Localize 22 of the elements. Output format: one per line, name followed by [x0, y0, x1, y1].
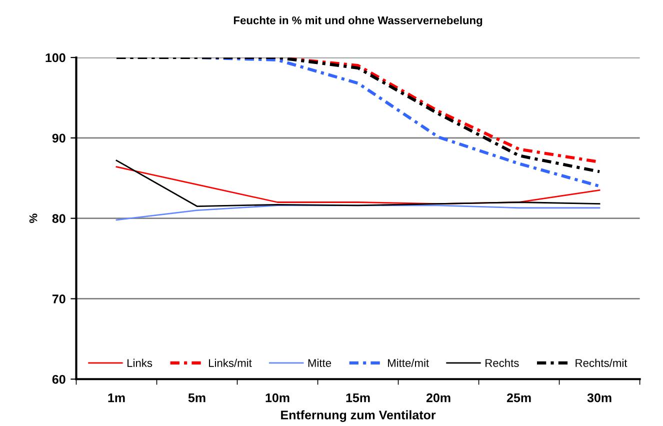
x-tick-label: 25m — [506, 393, 531, 402]
y-axis-title: % — [29, 214, 38, 223]
line-series — [116, 160, 600, 207]
x-tick-label: 30m — [587, 393, 612, 402]
x-tick-label: 10m — [266, 393, 290, 402]
chart-title: Feuchte in % mit und ohne Wasservernebelung — [234, 16, 482, 27]
y-tick-label: 60 — [52, 374, 66, 384]
x-axis-title: Entfernung zum Ventilator — [281, 410, 436, 422]
x-tick-label: 5m — [188, 393, 206, 402]
legend-label: Links/mit — [208, 358, 252, 367]
legend-label: Mitte/mit — [388, 358, 429, 367]
x-tick-label: 15m — [346, 393, 370, 402]
x-tick-label: 20m — [426, 393, 450, 402]
y-tick-label: 90 — [52, 134, 66, 143]
y-tick-label: 80 — [52, 214, 66, 223]
legend-label: Rechts — [486, 358, 519, 367]
legend-label: Rechts/mit — [576, 358, 628, 367]
y-tick-label: 100 — [46, 53, 66, 62]
y-tick-label: 70 — [52, 294, 66, 304]
legend-label: Mitte — [308, 358, 332, 367]
x-tick-label: 1m — [108, 393, 125, 402]
legend-label: Links — [127, 358, 152, 367]
